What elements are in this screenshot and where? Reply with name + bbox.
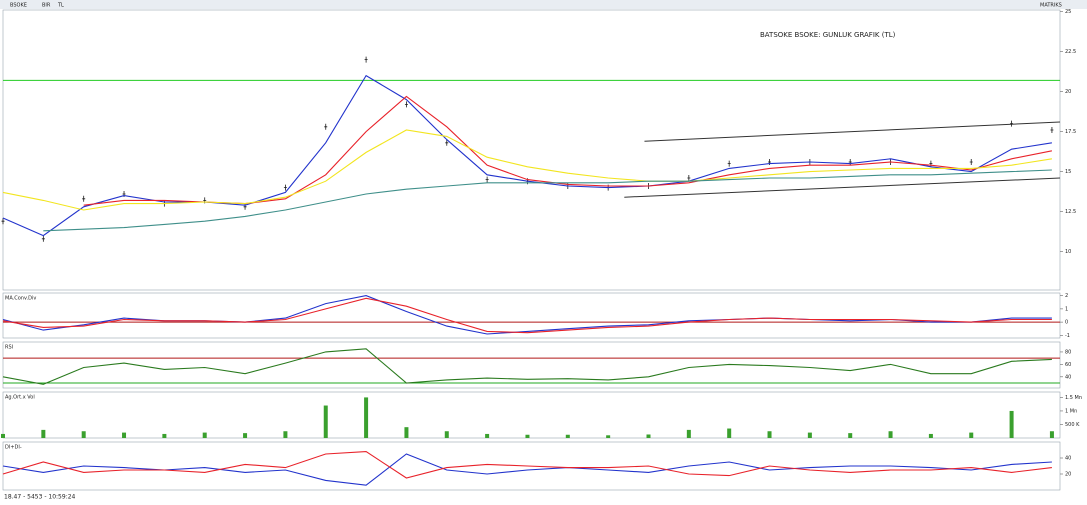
volume-bar: [928, 433, 933, 438]
volume-bar: [686, 429, 691, 438]
series-line: [43, 169, 1052, 232]
volume-bar: [646, 434, 651, 438]
volume-bar: [444, 431, 449, 438]
brand: MATRIKS: [1040, 3, 1062, 9]
series-line: [2, 295, 1052, 335]
volume-bar: [162, 433, 167, 438]
y-tick-label: 2: [1065, 293, 1068, 299]
volume-bar: [81, 431, 86, 438]
price-tick: [41, 235, 45, 242]
panel-title: RSI: [5, 345, 13, 351]
y-tick-label: 1.5 Mn: [1065, 395, 1082, 401]
price-tick: [1010, 120, 1014, 127]
volume-bar: [565, 434, 570, 438]
panel-frame: [2, 341, 1061, 389]
volume-bar: [122, 432, 127, 438]
y-tick-label: 25: [1065, 9, 1071, 15]
volume-bar: [848, 433, 853, 438]
volume-bar: [323, 405, 328, 438]
price-tick: [82, 195, 86, 202]
y-tick-label: 20: [1065, 472, 1071, 478]
y-tick-label: 15: [1065, 169, 1071, 175]
price-tick: [1050, 127, 1054, 133]
volume-bar: [807, 432, 812, 438]
y-tick-label: 10: [1065, 249, 1071, 255]
volume-bar: [404, 427, 409, 438]
period[interactable]: BIR: [42, 3, 51, 9]
series-line: [2, 297, 1052, 334]
volume-bar: [41, 429, 46, 438]
price-tick: [687, 175, 691, 181]
y-tick-label: 40: [1065, 456, 1071, 462]
volume-bar: [1049, 431, 1054, 438]
volume-bar: [485, 433, 490, 438]
panel-title: Ag.Ort.x Vol: [5, 395, 35, 401]
price-tick: [283, 184, 287, 191]
y-tick-label: 0: [1065, 320, 1068, 326]
y-tick-label: 60: [1065, 362, 1071, 368]
trend-line: [624, 177, 1061, 198]
volume-bar: [1009, 410, 1014, 438]
volume-bar: [202, 432, 207, 438]
price-tick: [445, 139, 449, 146]
volume-bar: [727, 428, 732, 438]
volume-bar: [767, 431, 772, 438]
price-tick: [727, 160, 731, 167]
volume-bar: [525, 434, 530, 438]
volume-bar: [364, 397, 369, 438]
price-tick: [364, 56, 368, 63]
volume-bar: [243, 433, 248, 438]
price-tick: [969, 159, 973, 165]
series-line: [2, 451, 1052, 479]
series-line: [2, 348, 1052, 385]
y-tick-label: 12.5: [1065, 209, 1076, 215]
toolbar-texts: BSOKE BIR TL MATRIKS: [10, 3, 1062, 9]
chart-title: BATSOKE BSOKE: GUNLUK GRAFIK (TL): [760, 31, 896, 39]
toolbar: [0, 0, 1087, 9]
y-tick-label: 1: [1065, 306, 1068, 312]
panel-title: MA.Conv.Div: [5, 296, 36, 302]
currency[interactable]: TL: [57, 3, 64, 9]
price-tick: [1, 218, 5, 225]
volume-bar: [888, 431, 893, 438]
y-tick-label: 22.5: [1065, 49, 1076, 55]
volume-bar: [969, 432, 974, 438]
panel-frame: [2, 292, 1061, 339]
y-tick-label: 1 Mn: [1065, 408, 1077, 414]
series-line: [2, 74, 1052, 237]
y-tick-label: 20: [1065, 89, 1071, 95]
volume-bar: [283, 431, 288, 438]
y-tick-label: 17.5: [1065, 129, 1076, 135]
panel-frame: [2, 9, 1061, 291]
y-tick-label: -1: [1065, 333, 1070, 339]
volume-bar: [1, 433, 5, 438]
y-tick-label: 500 K: [1065, 422, 1080, 428]
series-line: [2, 453, 1052, 486]
panel-frame: [2, 391, 1061, 439]
volume-bar: [606, 435, 611, 438]
y-tick-label: 40: [1065, 374, 1071, 380]
price-tick: [324, 123, 328, 130]
symbol[interactable]: BSOKE: [10, 3, 27, 9]
price-tick: [404, 101, 408, 108]
series-line: [2, 129, 1052, 211]
y-tick-label: 80: [1065, 349, 1071, 355]
trend-line: [644, 121, 1061, 142]
status-text: 18.47 - 5453 - 10:59:24: [4, 494, 76, 501]
panel-title: DI+DI-: [5, 445, 22, 451]
price-tick: [485, 176, 489, 183]
